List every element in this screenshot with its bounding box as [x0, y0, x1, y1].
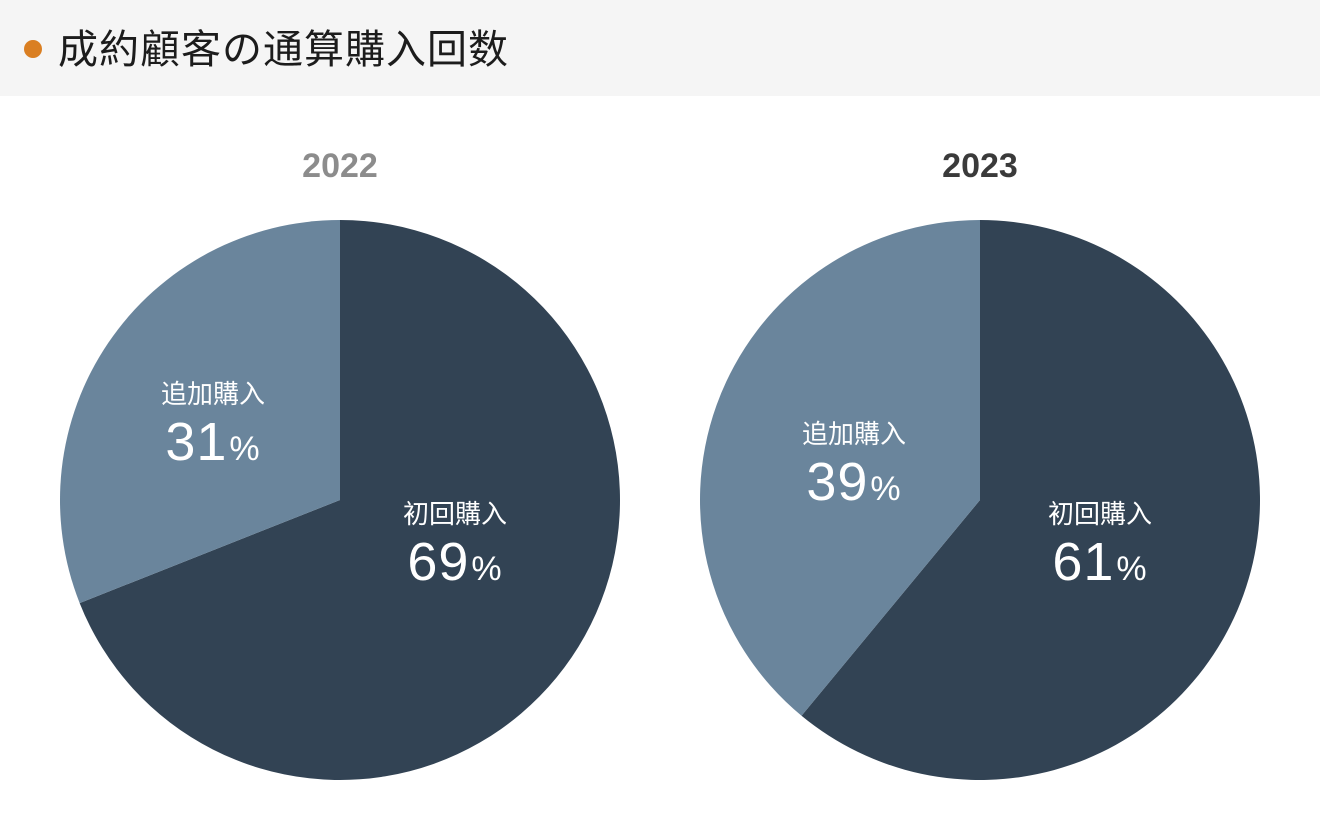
slice-first-purchase-2022 [79, 220, 620, 781]
slice-repeat-purchase-2022 [59, 220, 340, 604]
bullet-dot-icon [24, 40, 42, 58]
page-title: 成約顧客の通算購入回数 [58, 27, 509, 73]
chart-title-2022: 2022 [302, 147, 378, 185]
label-first-purchase-2023: 初回購入 61% [1047, 500, 1152, 592]
label-first-purchase-2022: 初回購入 69% [402, 500, 507, 592]
label-repeat-purchase-2022: 追加購入 31% [160, 380, 265, 472]
page-header: 成約顧客の通算購入回数 [0, 0, 1320, 96]
chart-title-2023: 2023 [942, 147, 1018, 185]
label-repeat-purchase-2023: 追加購入 39% [801, 420, 906, 512]
